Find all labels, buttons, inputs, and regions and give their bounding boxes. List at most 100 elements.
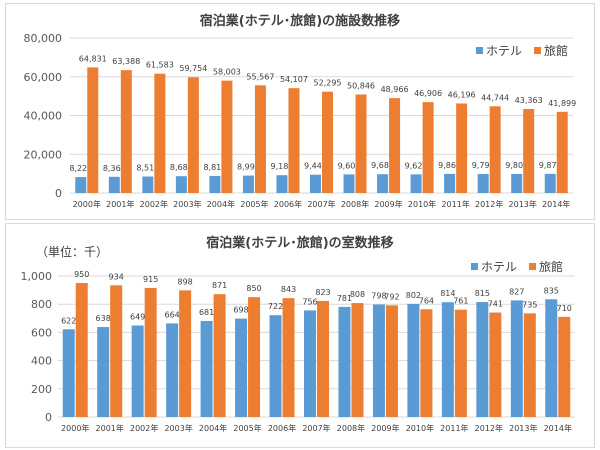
bar-ryokan: [254, 85, 266, 193]
data-label: 64,831: [79, 54, 107, 63]
bar-hotel: [407, 303, 420, 417]
data-label: 9,809: [505, 161, 528, 170]
data-label: 9,442: [304, 162, 327, 171]
bar-hotel: [377, 174, 389, 193]
data-label: 664: [164, 310, 179, 319]
data-label: 9,629: [405, 161, 428, 170]
data-label: 722: [268, 302, 283, 311]
data-label: 761: [453, 297, 468, 306]
unit-label: （単位：千）: [36, 244, 108, 259]
x-tick-label: 2003年: [173, 199, 201, 209]
bar-hotel: [476, 302, 489, 417]
data-label: 9,603: [338, 161, 361, 170]
bar-hotel: [75, 177, 87, 193]
x-tick-label: 2010年: [408, 199, 436, 209]
data-label: 8,686: [170, 163, 193, 172]
x-tick-label: 2004年: [199, 423, 227, 433]
x-tick-label: 2008年: [337, 423, 365, 433]
bar-ryokan: [75, 283, 88, 417]
bar-ryokan: [288, 88, 300, 193]
data-label: 9,688: [371, 161, 394, 170]
legend-label: ホテル: [486, 44, 522, 58]
bar-hotel: [209, 175, 221, 193]
bar-hotel: [242, 175, 254, 193]
bar-hotel: [175, 176, 187, 193]
legend-swatch: [471, 263, 478, 270]
data-label: 808: [350, 290, 365, 299]
y-tick-label: 20,000: [24, 148, 63, 161]
x-tick-label: 2006年: [268, 423, 296, 433]
bar-ryokan: [556, 111, 568, 193]
bar-ryokan: [523, 313, 536, 417]
x-tick-label: 2013年: [509, 199, 537, 209]
data-label: 915: [143, 275, 158, 284]
x-tick-label: 2003年: [164, 423, 192, 433]
x-tick-label: 2009年: [371, 423, 399, 433]
data-label: 9,879: [539, 161, 562, 170]
bar-hotel: [131, 325, 144, 417]
bar-hotel: [269, 315, 282, 417]
x-tick-label: 2005年: [233, 423, 261, 433]
data-label: 622: [61, 316, 76, 325]
y-tick-label: 600: [31, 326, 52, 339]
x-tick-label: 2009年: [374, 199, 402, 209]
bar-hotel: [511, 173, 523, 193]
data-label: 898: [177, 277, 192, 286]
data-label: 781: [337, 294, 352, 303]
x-tick-label: 2005年: [240, 199, 268, 209]
data-label: 792: [384, 292, 399, 301]
bar-hotel: [97, 327, 110, 417]
bar-ryokan: [355, 94, 367, 193]
data-label: 681: [199, 308, 214, 317]
bar-ryokan: [456, 103, 468, 193]
y-tick-label: 0: [55, 187, 62, 200]
data-label: 61,583: [146, 61, 174, 70]
data-label: 54,107: [280, 75, 308, 84]
y-tick-label: 40,000: [24, 110, 63, 123]
y-tick-label: 200: [31, 383, 52, 396]
bar-ryokan: [322, 91, 333, 193]
data-label: 8,990: [237, 163, 260, 172]
chart-title: 宿泊業(ホテル･旅館)の施設数推移: [200, 13, 400, 29]
chart-rooms: 宿泊業(ホテル･旅館)の室数推移 （単位：千） 0 200 400 600 800 1,000…: [5, 223, 595, 448]
bar-ryokan: [523, 108, 535, 193]
x-tick-label: 2000年: [61, 423, 89, 433]
data-label: 950: [74, 270, 89, 279]
data-label: 871: [212, 281, 227, 290]
bar-hotel: [166, 323, 179, 417]
data-label: 798: [371, 291, 386, 300]
legend-label: 旅館: [539, 259, 563, 274]
y-tick-label: 0: [45, 411, 52, 424]
bar-hotel: [338, 306, 351, 417]
data-label: 8,220: [69, 164, 92, 173]
data-label: 9,180: [271, 162, 294, 171]
data-label: 934: [109, 272, 124, 281]
data-label: 8,518: [136, 163, 159, 172]
bar-hotel: [142, 176, 154, 193]
bar-ryokan: [144, 287, 157, 417]
bar-hotel: [444, 173, 456, 193]
x-tick-label: 2014年: [542, 199, 570, 209]
data-label: 9,863: [438, 161, 461, 170]
bar-hotel: [372, 304, 385, 417]
data-label: 46,906: [414, 89, 442, 98]
chart-title: 宿泊業(ホテル･旅館)の室数推移: [206, 235, 393, 251]
bar-ryokan: [179, 290, 192, 417]
data-label: 710: [557, 304, 572, 313]
data-label: 44,744: [481, 93, 509, 102]
bar-ryokan: [187, 77, 199, 193]
x-tick-label: 2007年: [302, 423, 330, 433]
data-label: 649: [130, 312, 145, 321]
bar-ryokan: [87, 67, 99, 193]
bar-hotel: [510, 300, 523, 417]
data-label: 741: [488, 300, 503, 309]
x-tick-label: 2001年: [96, 423, 124, 433]
bar-ryokan: [110, 285, 123, 417]
bar-ryokan: [120, 70, 132, 193]
bar-hotel: [200, 320, 213, 417]
bar-ryokan: [389, 98, 401, 193]
bar-ryokan: [351, 303, 364, 417]
data-label: 55,567: [246, 72, 274, 81]
data-label: 802: [406, 291, 421, 300]
x-tick-label: 2012年: [475, 423, 503, 433]
